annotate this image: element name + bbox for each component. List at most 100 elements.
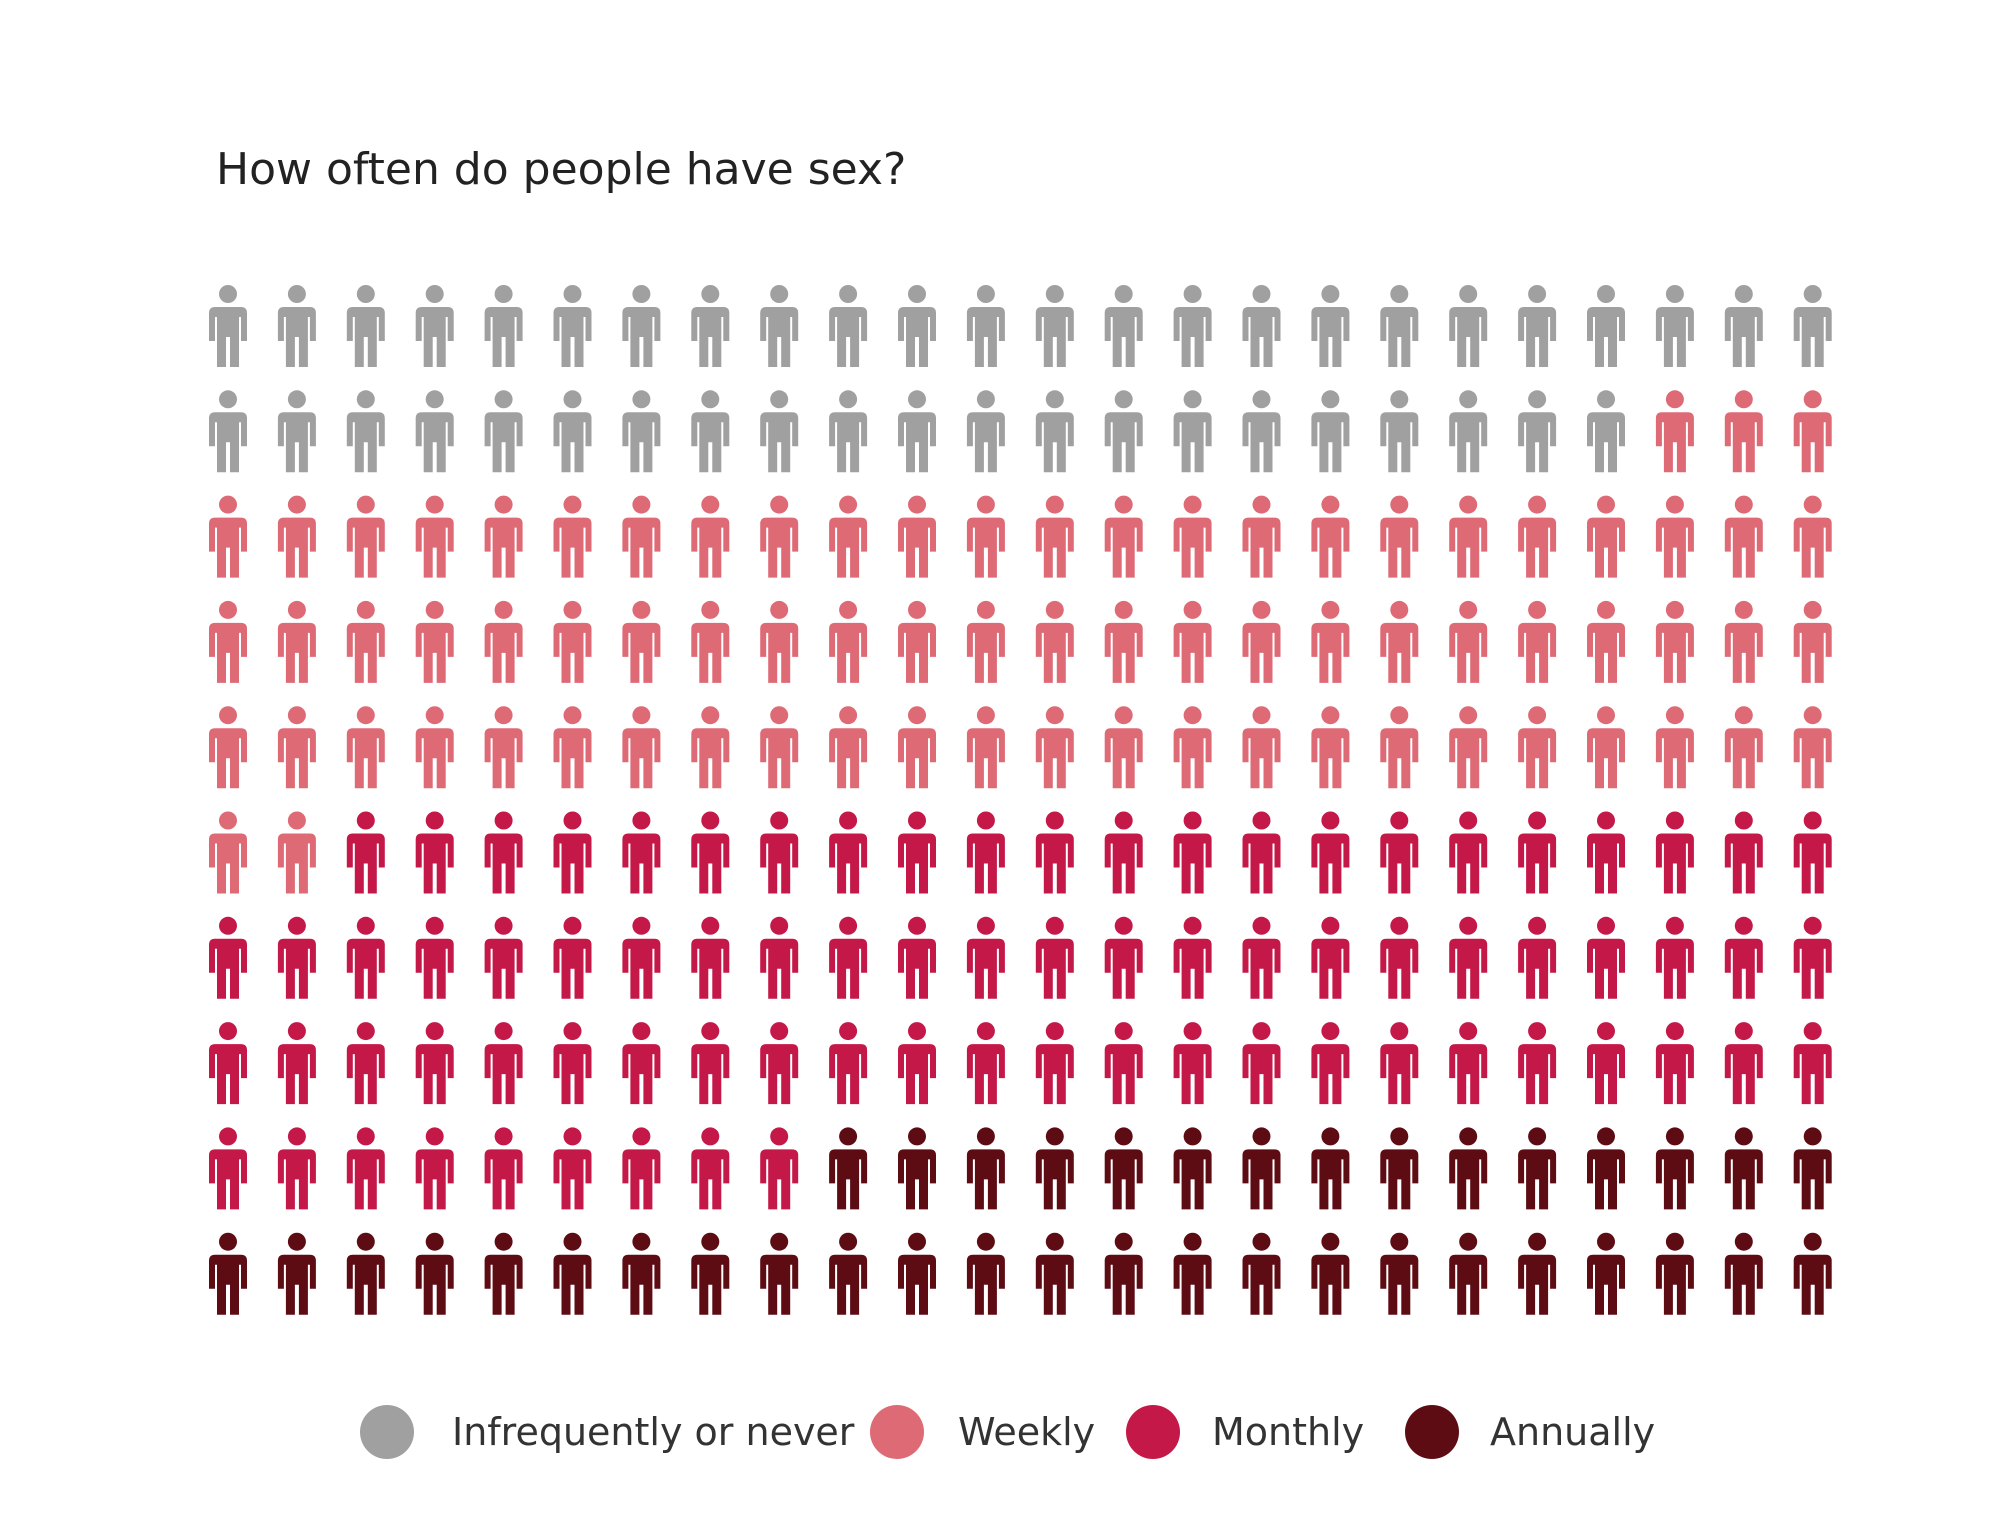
person-icon — [553, 1232, 592, 1315]
person-icon — [484, 1127, 523, 1210]
person-icon — [277, 1232, 316, 1315]
person-icon — [209, 811, 247, 894]
person-icon — [760, 495, 799, 578]
person-icon — [346, 1232, 385, 1315]
person-icon — [1449, 1022, 1488, 1105]
person-icon — [1518, 1127, 1557, 1210]
person-icon — [966, 390, 1005, 473]
person-icon — [1724, 1232, 1763, 1315]
person-icon — [277, 600, 316, 683]
person-icon — [1380, 495, 1419, 578]
person-icon — [691, 285, 730, 367]
legend-label: Monthly — [1212, 1410, 1364, 1454]
person-icon — [1380, 1232, 1419, 1315]
person-icon — [622, 1232, 661, 1315]
person-icon — [1104, 1127, 1143, 1210]
person-icon — [622, 600, 661, 683]
person-icon — [484, 916, 523, 999]
person-icon — [277, 495, 316, 578]
person-icon — [277, 285, 316, 367]
person-icon — [622, 811, 661, 894]
person-icon — [277, 706, 316, 789]
person-icon — [553, 390, 592, 473]
legend-swatch — [360, 1405, 414, 1459]
person-icon — [277, 1022, 316, 1105]
person-icon — [484, 1232, 523, 1315]
person-icon — [1793, 706, 1832, 789]
person-icon — [1724, 285, 1763, 367]
person-icon — [1380, 390, 1419, 473]
person-icon — [1724, 495, 1763, 578]
person-icon — [898, 390, 936, 473]
person-icon — [1242, 1232, 1281, 1315]
person-icon — [1173, 916, 1212, 999]
person-icon — [1724, 600, 1763, 683]
person-icon — [1311, 495, 1350, 578]
person-icon — [277, 811, 316, 894]
person-icon — [1724, 706, 1763, 789]
legend-label: Annually — [1490, 1410, 1655, 1454]
person-icon — [1242, 600, 1281, 683]
person-icon — [1311, 1022, 1350, 1105]
person-icon — [1518, 916, 1557, 999]
person-icon — [760, 1232, 799, 1315]
person-icon — [1655, 1232, 1694, 1315]
person-icon — [1518, 1022, 1557, 1105]
person-icon — [415, 390, 454, 473]
person-icon — [1793, 1232, 1832, 1315]
person-icon — [691, 1127, 730, 1210]
person-icon — [966, 916, 1005, 999]
person-icon — [691, 1232, 730, 1315]
person-icon — [1518, 285, 1557, 367]
person-icon — [346, 495, 385, 578]
person-icon — [1587, 285, 1625, 367]
person-icon — [1104, 916, 1143, 999]
person-icon — [1311, 916, 1350, 999]
person-icon — [484, 495, 523, 578]
person-icon — [966, 811, 1005, 894]
person-icon — [1311, 285, 1350, 367]
person-icon — [829, 285, 868, 367]
person-icon — [1173, 495, 1212, 578]
person-icon — [553, 811, 592, 894]
person-icon — [1587, 1232, 1625, 1315]
legend-label: Infrequently or never — [452, 1410, 855, 1454]
person-icon — [1655, 285, 1694, 367]
person-icon — [1035, 1232, 1074, 1315]
person-icon — [1449, 600, 1488, 683]
person-icon — [277, 916, 316, 999]
person-icon — [209, 390, 247, 473]
person-icon — [1104, 285, 1143, 367]
person-icon — [1173, 600, 1212, 683]
person-icon — [415, 1022, 454, 1105]
person-icon — [209, 600, 247, 683]
person-icon — [1242, 811, 1281, 894]
legend-swatch — [870, 1405, 924, 1459]
person-icon — [1449, 916, 1488, 999]
person-icon — [829, 1022, 868, 1105]
person-icon — [1380, 1022, 1419, 1105]
person-icon — [1518, 1232, 1557, 1315]
person-icon — [898, 1232, 936, 1315]
person-icon — [1587, 706, 1625, 789]
person-icon — [1793, 600, 1832, 683]
person-icon — [1242, 916, 1281, 999]
person-icon — [209, 706, 247, 789]
chart-title: How often do people have sex? — [216, 144, 906, 195]
person-icon — [1380, 285, 1419, 367]
person-icon — [484, 600, 523, 683]
person-icon — [209, 1127, 247, 1210]
person-icon — [1724, 1022, 1763, 1105]
person-icon — [829, 390, 868, 473]
person-icon — [346, 1127, 385, 1210]
person-icon — [209, 1022, 247, 1105]
person-icon — [1173, 1022, 1212, 1105]
person-icon — [346, 600, 385, 683]
person-icon — [898, 706, 936, 789]
person-icon — [415, 285, 454, 367]
person-icon — [1449, 1232, 1488, 1315]
person-icon — [1035, 1127, 1074, 1210]
person-icon — [691, 600, 730, 683]
person-icon — [1449, 495, 1488, 578]
person-icon — [1173, 811, 1212, 894]
